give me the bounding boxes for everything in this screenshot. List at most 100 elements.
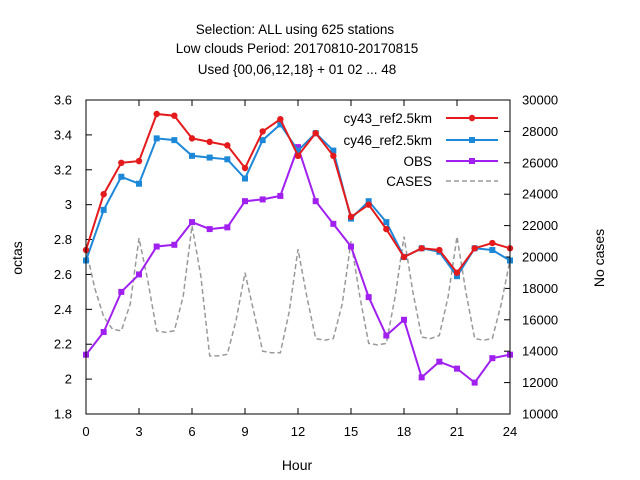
data-point — [153, 243, 160, 250]
series-line-cy43-ref2-5km — [85, 112, 511, 275]
plot-frame — [85, 99, 511, 415]
data-point — [259, 196, 266, 203]
y2-tick-label: 30000 — [522, 93, 558, 108]
y2-tick-label: 14000 — [522, 344, 558, 359]
y-tick-label: 2.8 — [54, 232, 72, 247]
data-point — [188, 135, 196, 142]
data-point — [206, 154, 213, 161]
legend-label: cy43_ref2.5km — [343, 111, 432, 126]
y2-tick-label: 26000 — [522, 155, 558, 170]
data-point — [418, 245, 425, 252]
chart-title-line-1: Selection: ALL using 625 stations — [196, 22, 395, 37]
data-point — [401, 316, 407, 323]
legend-label: CASES — [386, 174, 432, 189]
plot-series — [82, 110, 514, 386]
data-point — [312, 198, 319, 205]
data-point — [136, 180, 142, 187]
y-tick-label: 1.8 — [54, 407, 72, 422]
y2-tick-label: 16000 — [522, 312, 558, 327]
y-tick-label: 3.4 — [54, 127, 72, 142]
data-point — [224, 156, 231, 163]
data-point — [224, 142, 231, 149]
data-point — [153, 110, 160, 118]
data-point — [418, 374, 425, 381]
data-point — [242, 198, 248, 205]
y2-axis-label: No cases — [591, 229, 607, 287]
data-point — [295, 144, 301, 151]
x-tick-label: 18 — [397, 424, 411, 439]
data-point — [489, 355, 496, 362]
x-tick-label: 9 — [241, 424, 248, 439]
y-axis-label: octas — [9, 241, 25, 274]
data-point — [471, 245, 478, 252]
axes-ticks: 0 3 6 9 12 15 18 21 24 1.8 2 2.2 2.4 2.6 2.8 3 3.2 3.4 3.6… — [54, 93, 558, 440]
data-point — [189, 219, 195, 226]
legend-marker — [469, 137, 475, 143]
series-line-obs — [85, 144, 511, 385]
data-point — [295, 147, 301, 154]
legend-label: OBS — [403, 154, 432, 169]
data-point — [171, 112, 178, 119]
data-point — [171, 241, 178, 248]
data-point — [241, 164, 249, 172]
data-point — [330, 220, 337, 227]
x-tick-label: 6 — [188, 424, 195, 439]
x-tick-label: 12 — [291, 424, 305, 439]
data-point — [224, 224, 231, 231]
data-point — [330, 147, 337, 154]
data-point — [365, 201, 372, 208]
data-point — [118, 173, 125, 180]
data-point — [100, 206, 107, 213]
x-tick-label: 21 — [450, 424, 464, 439]
data-point — [277, 121, 284, 128]
data-point — [189, 152, 195, 159]
data-point — [489, 247, 496, 254]
x-axis-label: Hour — [282, 457, 313, 473]
y2-tick-label: 28000 — [522, 124, 558, 139]
data-point — [489, 239, 496, 247]
data-point — [330, 152, 337, 160]
data-point — [383, 219, 390, 226]
data-point — [259, 137, 266, 144]
y2-tick-label: 10000 — [522, 407, 558, 422]
data-point — [294, 152, 302, 160]
legend-label: cy46_ref2.5km — [343, 133, 432, 148]
x-tick-label: 3 — [135, 424, 142, 439]
y-tick-label: 2.2 — [54, 337, 72, 352]
series-line-cases — [85, 225, 511, 357]
y2-tick-label: 18000 — [522, 281, 558, 296]
data-point — [347, 213, 355, 221]
data-point — [242, 175, 248, 182]
data-point — [136, 271, 142, 278]
data-point — [277, 115, 284, 123]
chart-title-line-2: Low clouds Period: 20170810-20170815 — [176, 41, 418, 56]
data-point — [454, 273, 460, 280]
data-point — [118, 288, 125, 295]
data-point — [383, 225, 390, 233]
data-point — [153, 135, 160, 142]
y-tick-label: 3.2 — [54, 162, 72, 177]
data-point — [135, 157, 143, 165]
data-point — [206, 226, 213, 233]
data-point — [206, 138, 213, 146]
legend-marker — [469, 158, 475, 164]
data-point — [118, 159, 125, 166]
data-point — [171, 137, 178, 144]
data-point — [453, 269, 461, 276]
data-point — [365, 198, 372, 205]
data-point — [436, 358, 443, 365]
data-point — [348, 243, 354, 250]
data-point — [454, 365, 460, 372]
legend: cy43_ref2.5km cy46_ref2.5km OBS CASES — [343, 111, 498, 189]
y-tick-label: 3.6 — [54, 93, 72, 108]
data-point — [436, 246, 443, 254]
data-point — [383, 332, 390, 339]
data-point — [277, 192, 284, 199]
y-tick-label: 2.4 — [54, 302, 72, 317]
x-tick-label: 0 — [82, 424, 89, 439]
data-point — [259, 128, 266, 135]
x-tick-label: 15 — [344, 424, 358, 439]
y2-tick-label: 20000 — [522, 250, 558, 265]
y-tick-label: 2 — [65, 372, 72, 387]
